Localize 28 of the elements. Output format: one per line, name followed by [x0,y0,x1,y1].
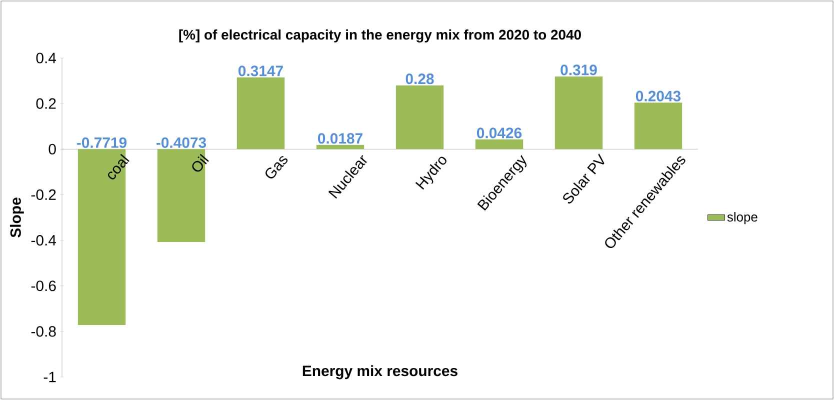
x-axis-title: Energy mix resources [302,365,458,380]
data-label: 0.0187 [318,133,362,144]
data-label: -0.4073 [156,137,206,148]
x-tick-label: Gas [266,156,288,178]
bar [634,102,682,150]
data-label: -0.7719 [76,137,127,148]
bar [475,139,524,150]
y-tick-label: 0 [48,144,56,154]
bar [554,76,603,150]
bar [316,144,364,150]
data-label: 0.0426 [476,128,522,138]
data-label: 0.2043 [636,90,681,102]
data-label: 0.319 [560,64,597,76]
y-tick-label: -0.6 [31,280,56,292]
y-tick-label: -0.4 [31,234,56,246]
x-tick-label: Oil [192,154,209,172]
chart-title: [%] of electrical capacity in the energy mix from 2020 to 2040 [179,29,581,42]
data-label: 0.28 [406,74,434,84]
y-tick-label: -0.8 [31,326,56,337]
y-tick-label: -1 [44,372,56,382]
y-axis-title: Slope [10,198,24,238]
y-tick-label: 0.4 [36,52,56,64]
y-tick-label: -0.2 [31,189,56,200]
y-tick-label: 0.2 [36,98,56,109]
bar [396,85,444,150]
bar [236,77,285,150]
legend-label: slope [727,212,758,224]
data-label: 0.3147 [238,66,283,76]
